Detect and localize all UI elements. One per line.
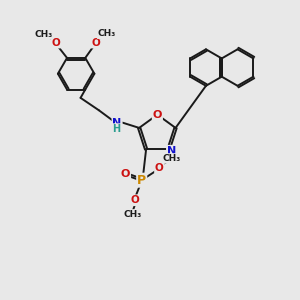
Text: CH₃: CH₃ bbox=[98, 29, 116, 38]
Text: N: N bbox=[112, 118, 122, 128]
Text: CH₃: CH₃ bbox=[34, 30, 52, 39]
Text: O: O bbox=[52, 38, 60, 48]
Text: N: N bbox=[167, 146, 176, 156]
Text: H: H bbox=[112, 124, 121, 134]
Text: CH₃: CH₃ bbox=[123, 210, 141, 219]
Text: CH₃: CH₃ bbox=[163, 154, 181, 163]
Text: O: O bbox=[121, 169, 130, 179]
Text: O: O bbox=[153, 110, 162, 120]
Text: O: O bbox=[155, 163, 164, 173]
Text: O: O bbox=[131, 195, 140, 205]
Text: P: P bbox=[137, 174, 146, 187]
Text: O: O bbox=[91, 38, 100, 48]
